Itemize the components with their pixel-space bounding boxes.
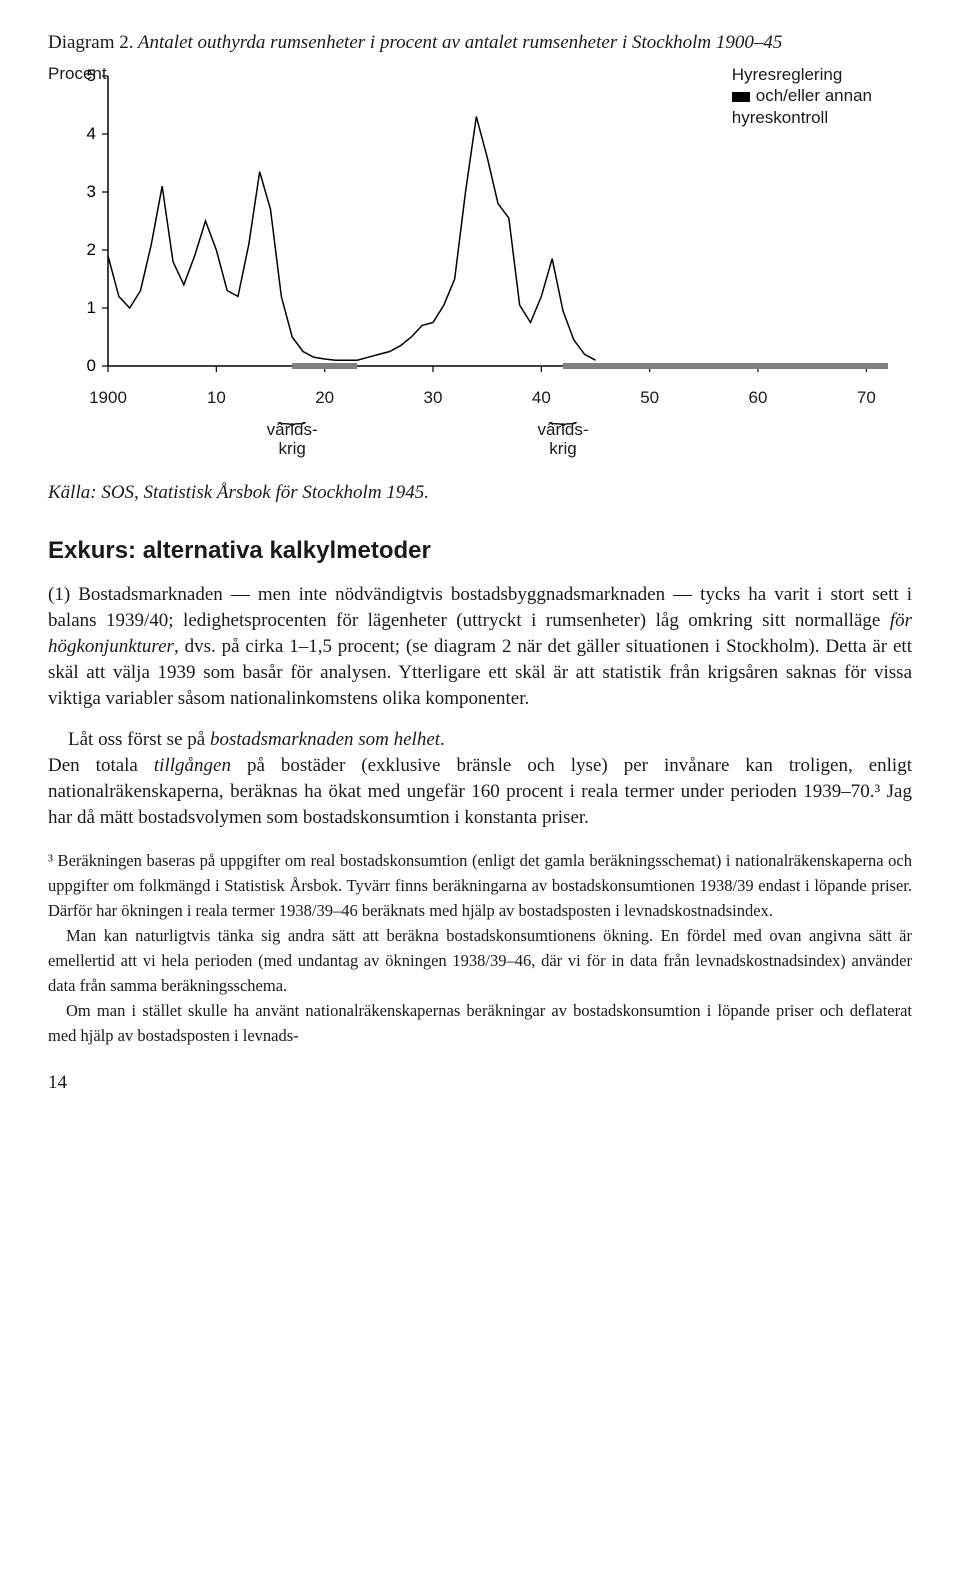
source-text: SOS, Statistisk Årsbok för Stockholm 194… [101,482,429,503]
war-brace-row: ⏟världs-krig ⏟världs-krig [48,408,912,466]
source-label: Källa: [48,482,97,503]
x-tick-label: 30 [424,386,443,409]
x-tick-label: 50 [640,386,659,409]
legend-line: hyreskontroll [732,107,872,128]
section-heading: Exkurs: alternativa kalkylmetoder [48,534,912,567]
source-line: Källa: SOS, Statistisk Årsbok för Stockh… [48,480,912,506]
diagram-caption: Diagram 2. Antalet outhyrda rumsenheter … [48,30,912,56]
war-brace-label: ⏟världs-krig [252,408,332,459]
x-tick-label: 1900 [89,386,127,409]
caption-text: Antalet outhyrda rumsenheter i procent a… [138,32,782,53]
svg-text:0: 0 [87,356,96,375]
x-tick-label: 70 [857,386,876,409]
footnote-paragraph: Om man i stället skulle ha använt nation… [48,998,912,1048]
body-paragraph: (1) Bostadsmarknaden — men inte nödvändi… [48,582,912,713]
svg-text:3: 3 [87,182,96,201]
war-brace-label: ⏟världs-krig [523,408,603,459]
x-tick-label: 20 [315,386,334,409]
legend-line: Hyresreglering [732,64,872,85]
y-axis-label: Procent [48,62,107,85]
chart-legend: Hyresreglering och/eller annan hyreskont… [732,64,872,128]
footnote-paragraph: ³ Beräkningen baseras på uppgifter om re… [48,848,912,923]
chart-area: Procent Hyresreglering och/eller annan h… [48,66,912,466]
footnote-paragraph: Man kan naturligtvis tänka sig andra sät… [48,923,912,998]
x-tick-label: 60 [749,386,768,409]
caption-head: Diagram 2. [48,32,133,53]
page-number: 14 [48,1070,912,1096]
svg-text:2: 2 [87,240,96,259]
legend-symbol [732,92,750,102]
footnote-block: ³ Beräkningen baseras på uppgifter om re… [48,848,912,1049]
body-paragraph: Låt oss först se på bostadsmarknaden som… [48,727,912,832]
svg-text:1: 1 [87,298,96,317]
svg-text:4: 4 [87,124,96,143]
x-tick-label: 10 [207,386,226,409]
legend-line: och/eller annan [732,85,872,106]
x-axis-labels: 190010203040506070 [48,386,912,410]
